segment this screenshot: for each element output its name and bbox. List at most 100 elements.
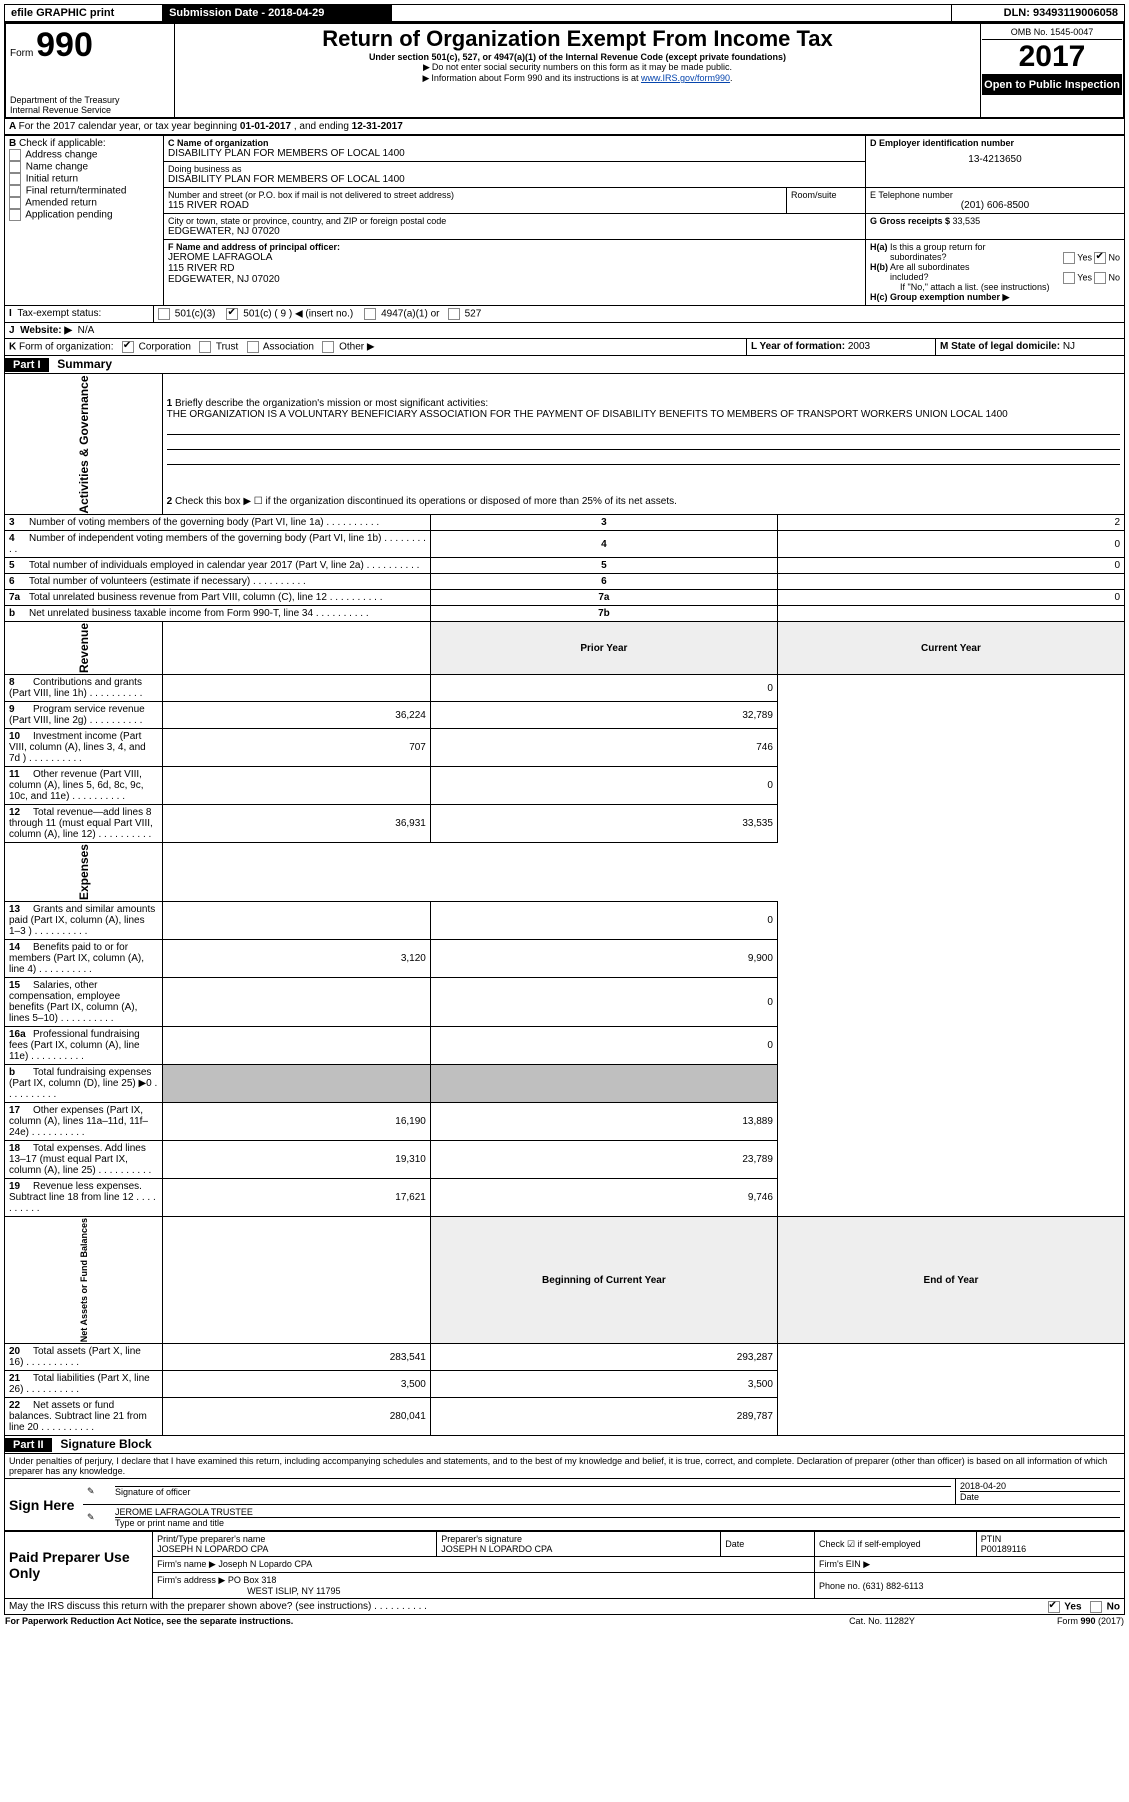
ptin: P00189116 bbox=[981, 1544, 1120, 1554]
line-8-prior bbox=[162, 675, 430, 702]
line-12-current: 33,535 bbox=[430, 805, 777, 843]
side-activities-governance: Activities & Governance bbox=[5, 374, 163, 515]
form-subtitle: Under section 501(c), 527, or 4947(a)(1)… bbox=[185, 52, 970, 62]
street-address: 115 RIVER ROAD bbox=[168, 200, 782, 211]
website: N/A bbox=[78, 325, 95, 336]
side-revenue: Revenue bbox=[5, 622, 163, 675]
line-b-current bbox=[430, 1065, 777, 1103]
form-title: Return of Organization Exempt From Incom… bbox=[185, 26, 970, 52]
sign-here: Sign Here bbox=[5, 1479, 84, 1531]
part-ii-label: Part II bbox=[5, 1438, 52, 1452]
line-15-prior bbox=[162, 978, 430, 1027]
tax-year: 2017 bbox=[982, 40, 1122, 75]
org-name: DISABILITY PLAN FOR MEMBERS OF LOCAL 140… bbox=[168, 148, 861, 159]
g-label: G Gross receipts $ bbox=[870, 216, 953, 226]
col-end-year: End of Year bbox=[777, 1217, 1124, 1344]
checkbox-amended-return[interactable]: Amended return bbox=[9, 197, 159, 209]
part-i-title: Summary bbox=[51, 357, 112, 371]
b-label: Check if applicable: bbox=[19, 138, 106, 149]
checkbox-initial-return[interactable]: Initial return bbox=[9, 173, 159, 185]
col-prior-year: Prior Year bbox=[430, 622, 777, 675]
line-b-value bbox=[777, 606, 1124, 622]
paid-preparer-block: Paid Preparer Use Only Print/Type prepar… bbox=[4, 1531, 1125, 1599]
signature-of-officer-label: Signature of officer bbox=[115, 1486, 951, 1497]
col-beginning-year: Beginning of Current Year bbox=[430, 1217, 777, 1344]
efile-top-bar: efile GRAPHIC print Submission Date - 20… bbox=[4, 4, 1125, 22]
dept-treasury: Department of the Treasury bbox=[10, 95, 170, 105]
paperwork-notice: For Paperwork Reduction Act Notice, see … bbox=[4, 1615, 781, 1627]
dln: DLN: 93493119006058 bbox=[951, 5, 1124, 22]
line-21-current: 3,500 bbox=[430, 1371, 777, 1398]
room-suite: Room/suite bbox=[787, 188, 866, 214]
dba-label: Doing business as bbox=[168, 164, 861, 174]
f-label: F Name and address of principal officer: bbox=[168, 242, 861, 252]
officer-name: JEROME LAFRAGOLA bbox=[168, 252, 861, 263]
line-22-prior: 280,041 bbox=[162, 1398, 430, 1436]
entity-info: B Check if applicable: Address change Na… bbox=[4, 135, 1125, 306]
submission-date: Submission Date - 2018-04-29 bbox=[163, 5, 392, 22]
line-9-current: 32,789 bbox=[430, 702, 777, 729]
line-9-prior: 36,224 bbox=[162, 702, 430, 729]
dba: DISABILITY PLAN FOR MEMBERS OF LOCAL 140… bbox=[168, 174, 861, 185]
line-19-current: 9,746 bbox=[430, 1179, 777, 1217]
line-10-prior: 707 bbox=[162, 729, 430, 767]
line-18-current: 23,789 bbox=[430, 1141, 777, 1179]
line-8-current: 0 bbox=[430, 675, 777, 702]
checkbox-final-return-terminated[interactable]: Final return/terminated bbox=[9, 185, 159, 197]
line-4-value: 0 bbox=[777, 531, 1124, 558]
ssn-note: Do not enter social security numbers on … bbox=[432, 62, 732, 72]
e-label: E Telephone number bbox=[870, 190, 1120, 200]
paid-preparer-label: Paid Preparer Use Only bbox=[5, 1532, 153, 1599]
d-label: D Employer identification number bbox=[870, 138, 1120, 148]
line-19-prior: 17,621 bbox=[162, 1179, 430, 1217]
line-7a-value: 0 bbox=[777, 590, 1124, 606]
form-prefix: Form bbox=[10, 48, 33, 59]
col-current-year: Current Year bbox=[777, 622, 1124, 675]
officer-addr2: EDGEWATER, NJ 07020 bbox=[168, 274, 861, 285]
sign-date: 2018-04-20 bbox=[960, 1481, 1120, 1491]
firm-city: WEST ISLIP, NY 11795 bbox=[157, 1586, 340, 1596]
irs-label: Internal Revenue Service bbox=[10, 105, 170, 115]
year-formation: 2003 bbox=[848, 341, 870, 352]
line-20-prior: 283,541 bbox=[162, 1344, 430, 1371]
checkbox-name-change[interactable]: Name change bbox=[9, 161, 159, 173]
form-header: Form 990 Department of the Treasury Inte… bbox=[4, 22, 1125, 119]
line-a: A For the 2017 calendar year, or tax yea… bbox=[4, 119, 1125, 135]
part-i-table: Activities & Governance 1 Briefly descri… bbox=[4, 374, 1125, 1436]
checkbox-application-pending[interactable]: Application pending bbox=[9, 209, 159, 221]
line-6-value bbox=[777, 574, 1124, 590]
status-rows: I Tax-exempt status: 501(c)(3) 501(c) ( … bbox=[4, 306, 1125, 356]
line-21-prior: 3,500 bbox=[162, 1371, 430, 1398]
hc-label: H(c) Group exemption number ▶ bbox=[870, 292, 1009, 302]
line-14-current: 9,900 bbox=[430, 940, 777, 978]
irs-link[interactable]: www.IRS.gov/form990 bbox=[641, 73, 730, 83]
open-to-public: Open to Public Inspection bbox=[982, 75, 1122, 95]
line-17-current: 13,889 bbox=[430, 1103, 777, 1141]
preparer-name: JOSEPH N LOPARDO CPA bbox=[157, 1544, 432, 1554]
line-3-value: 2 bbox=[777, 515, 1124, 531]
firm-address: PO Box 318 bbox=[228, 1575, 277, 1585]
city-label: City or town, state or province, country… bbox=[168, 216, 861, 226]
footer: For Paperwork Reduction Act Notice, see … bbox=[4, 1615, 1125, 1627]
line-11-current: 0 bbox=[430, 767, 777, 805]
line-11-prior bbox=[162, 767, 430, 805]
line-16a-prior bbox=[162, 1027, 430, 1065]
line-5-value: 0 bbox=[777, 558, 1124, 574]
side-expenses: Expenses bbox=[5, 843, 163, 902]
ein: 13-4213650 bbox=[870, 148, 1120, 165]
officer-print-name: JEROME LAFRAGOLA TRUSTEE bbox=[115, 1507, 1120, 1517]
part-ii-title: Signature Block bbox=[54, 1437, 151, 1451]
c-name-label: C Name of organization bbox=[168, 138, 861, 148]
state-domicile: NJ bbox=[1063, 341, 1075, 352]
signature-block: Sign Here ✎ Signature of officer 2018-04… bbox=[4, 1478, 1125, 1531]
checkbox-address-change[interactable]: Address change bbox=[9, 149, 159, 161]
line-10-current: 746 bbox=[430, 729, 777, 767]
addr-label: Number and street (or P.O. box if mail i… bbox=[168, 190, 782, 200]
line-20-current: 293,287 bbox=[430, 1344, 777, 1371]
cat-no: Cat. No. 11282Y bbox=[781, 1615, 983, 1627]
firm-name: Joseph N Lopardo CPA bbox=[218, 1559, 312, 1569]
gross-receipts: 33,535 bbox=[953, 216, 981, 226]
line-12-prior: 36,931 bbox=[162, 805, 430, 843]
line-17-prior: 16,190 bbox=[162, 1103, 430, 1141]
part-i-label: Part I bbox=[5, 358, 49, 372]
